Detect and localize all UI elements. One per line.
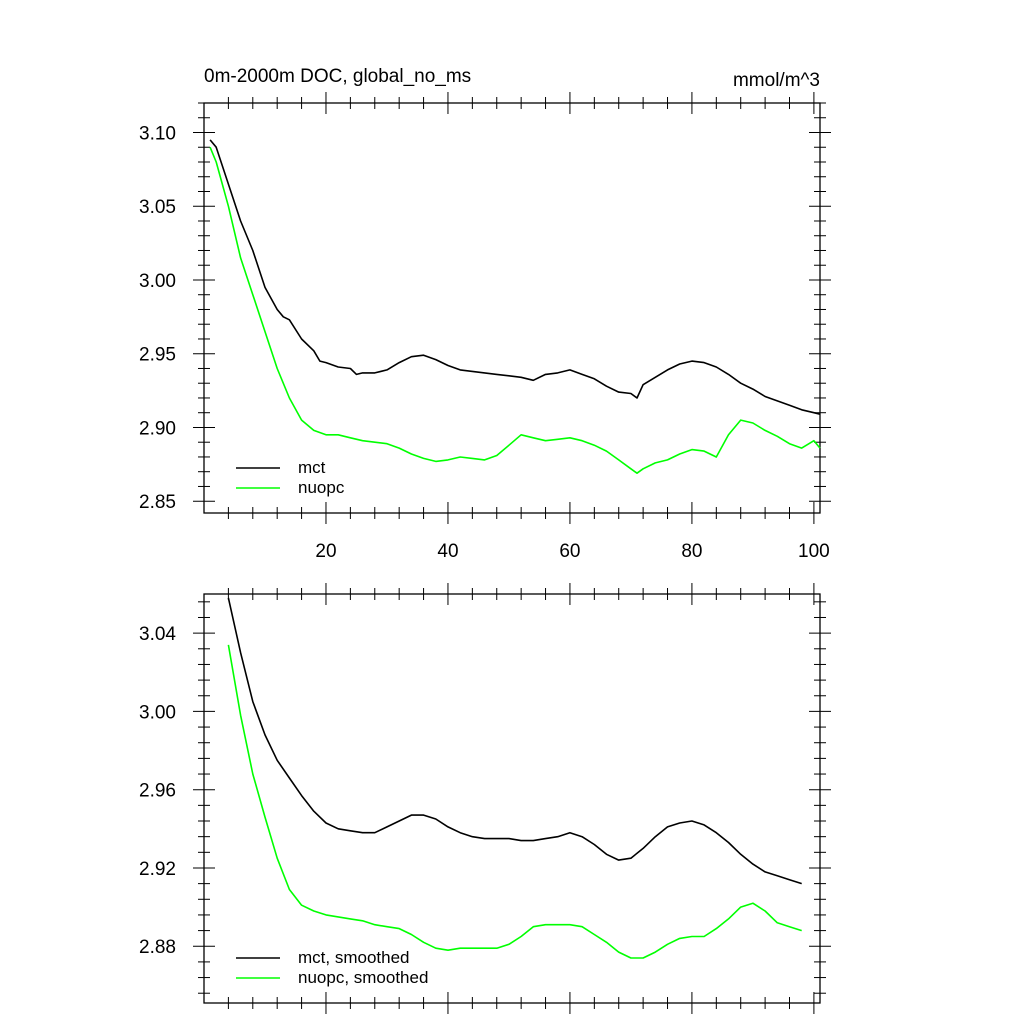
panel-1-x-tick-label: 20	[315, 541, 336, 562]
panel-1-legend-label: nuopc	[298, 478, 345, 497]
panel-1-y-tick-label: 3.10	[139, 123, 176, 144]
panel-2-legend-label: mct, smoothed	[298, 948, 410, 967]
panel-2-y-tick-label: 2.92	[139, 859, 176, 880]
panel-1-y-tick-label: 2.85	[139, 492, 176, 513]
panel-1-series-line-nuopc	[209, 146, 821, 475]
panel-1-y-tick-label: 3.00	[139, 271, 176, 292]
panel-1-x-tick-label: 60	[559, 541, 580, 562]
panel-1-y-tick-label: 3.05	[139, 197, 176, 218]
panel-2-series-line-nuopc-smoothed	[227, 644, 802, 959]
panel-2-y-tick-label: 3.00	[139, 702, 176, 723]
chart-title-left: 0m-2000m DOC, global_no_ms	[204, 66, 471, 87]
panel-1-plot-frame	[203, 102, 821, 514]
panel-2-y-tick-label: 3.04	[139, 624, 176, 645]
panel-1-x-tick-label: 40	[437, 541, 458, 562]
panel-2-series-line-mct-smoothed	[227, 597, 802, 885]
panel-1-x-tick-label: 80	[681, 541, 702, 562]
panel-2-y-tick-label: 2.88	[139, 937, 176, 958]
panel-1-legend-label: mct	[298, 458, 326, 477]
panel-1-x-tick-label: 100	[798, 541, 830, 562]
panel-2-plot-frame	[203, 593, 821, 1004]
panel-2-legend-label: nuopc, smoothed	[298, 968, 428, 987]
panel-1-series-line-mct	[209, 139, 821, 415]
chart-units-label: mmol/m^3	[733, 70, 820, 91]
panel-1-y-tick-label: 2.90	[139, 418, 176, 439]
panel-2-y-tick-label: 2.96	[139, 781, 176, 802]
panel-1-y-tick-label: 2.95	[139, 345, 176, 366]
